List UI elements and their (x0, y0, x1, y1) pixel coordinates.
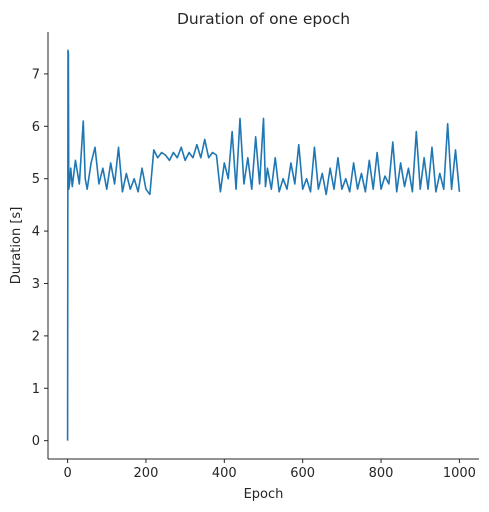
y-tick-label: 0 (32, 434, 40, 449)
x-tick-label: 600 (290, 466, 315, 481)
x-tick-label: 800 (369, 466, 394, 481)
x-tick-label: 200 (134, 466, 159, 481)
x-tick-label: 1000 (443, 466, 476, 481)
y-axis-label: Duration [s] (9, 207, 24, 285)
y-tick-label: 2 (32, 329, 40, 344)
y-tick-label: 7 (32, 67, 40, 82)
x-axis-label: Epoch (244, 487, 284, 502)
y-tick-label: 5 (32, 172, 40, 187)
chart-title: Duration of one epoch (177, 10, 350, 28)
y-tick-label: 1 (32, 382, 40, 397)
x-tick-label: 400 (212, 466, 237, 481)
y-tick-label: 6 (32, 120, 40, 135)
y-tick-label: 4 (32, 225, 40, 240)
x-tick-label: 0 (63, 466, 71, 481)
y-tick-label: 3 (32, 277, 40, 292)
